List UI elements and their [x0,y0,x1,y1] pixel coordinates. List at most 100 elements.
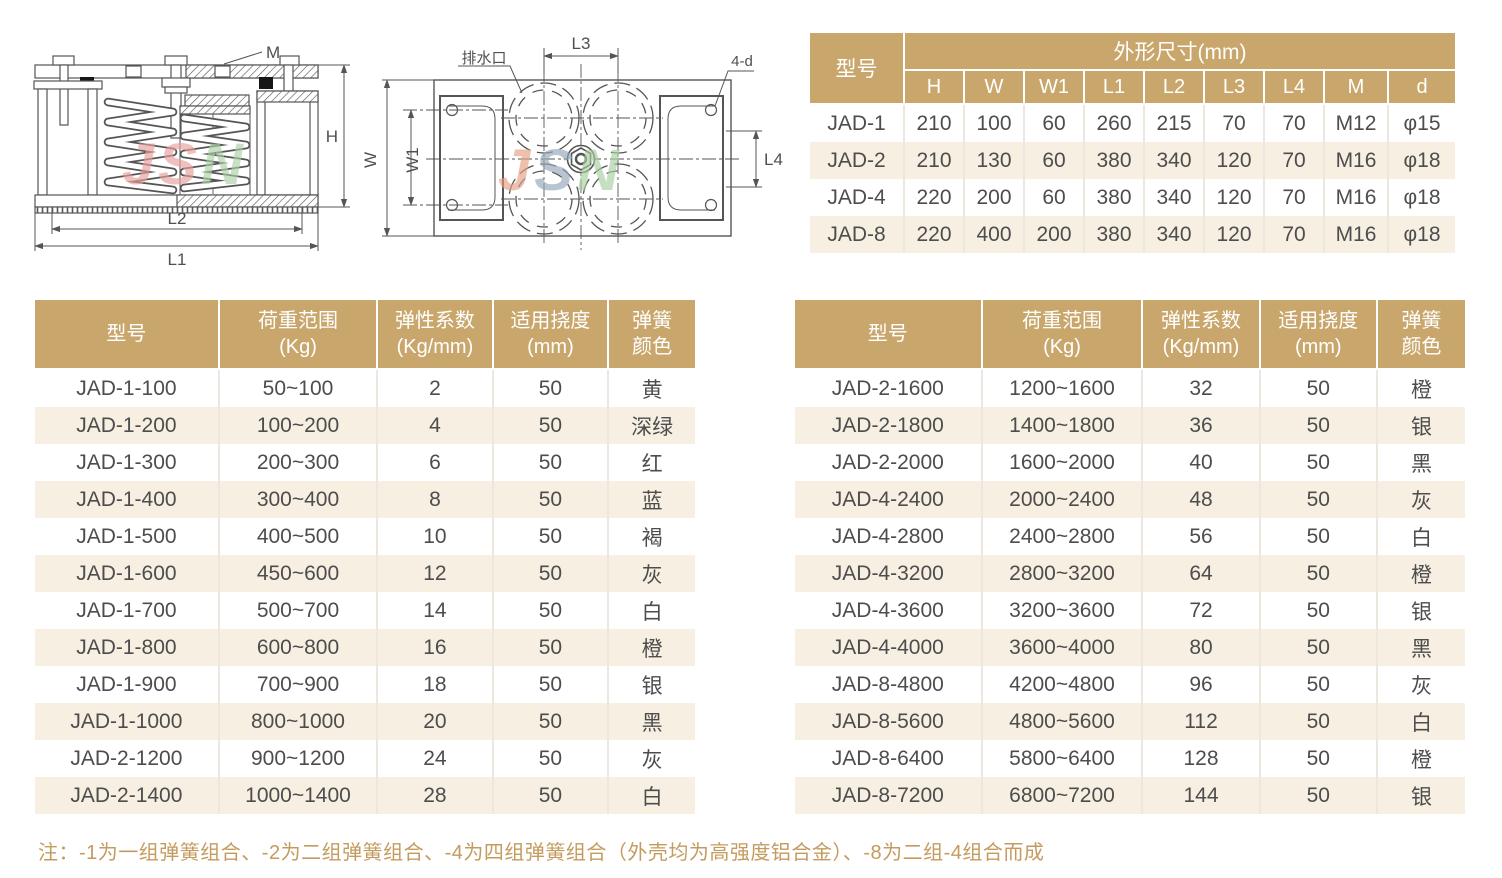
spec-model-cell: JAD-1-700 [35,592,220,629]
spec-k-cell: 24 [378,740,494,777]
spec-load-cell: 1400~1800 [982,407,1144,444]
model-cell: JAD-8 [810,216,905,253]
dim-col-header: L1 [1085,71,1145,105]
spec-load-cell: 2800~3200 [982,555,1144,592]
spec-defl-cell: 50 [1260,370,1378,407]
dim-value-cell: 100 [965,105,1025,142]
table-row: JAD-4-3200 2800~3200 64 50 橙 [795,555,1465,592]
col-header-load-range: 荷重范围 (Kg) [982,300,1144,370]
label-w: W [361,152,380,168]
watermark-logo: JSN [122,132,244,197]
dim-value-cell: 70 [1265,179,1325,216]
spec-k-cell: 128 [1143,740,1261,777]
dim-value-cell: 210 [905,105,965,142]
spec-load-cell: 1000~1400 [219,777,379,814]
col-header-spring-color: 弹簧 颜色 [609,300,695,370]
spec-model-cell: JAD-1-1000 [35,703,220,740]
coil-springs [103,97,251,195]
table-row: JAD-1-700 500~700 14 50 白 [35,592,695,629]
spec-k-cell: 36 [1143,407,1261,444]
table-row: JAD-1-200 100~200 4 50 深绿 [35,407,695,444]
table-row: JAD-1-100 50~100 2 50 黄 [35,370,695,407]
model-cell: JAD-1 [810,105,905,142]
spec-color-cell: 蓝 [609,481,695,518]
spec-model-cell: JAD-8-7200 [795,777,983,814]
spec-color-cell: 黑 [1377,444,1465,481]
table-row: JAD-1-300 200~300 6 50 红 [35,444,695,481]
spec-defl-cell: 50 [1260,518,1378,555]
col-header-spring-rate: 弹性系数 (Kg/mm) [1143,300,1261,370]
dim-value-cell: 200 [965,179,1025,216]
table-row: JAD-1-800 600~800 16 50 橙 [35,629,695,666]
dim-value-cell: 60 [1025,179,1085,216]
table-row: JAD-1-1000 800~1000 20 50 黑 [35,703,695,740]
spec-model-cell: JAD-2-1600 [795,370,983,407]
label-l3: L3 [572,34,591,53]
spec-k-cell: 112 [1143,703,1261,740]
spec-load-cell: 1600~2000 [982,444,1144,481]
spec-color-cell: 白 [1377,518,1465,555]
col-header-deflection: 适用挠度 (mm) [493,300,610,370]
spec-color-cell: 橙 [1377,555,1465,592]
spec-defl-cell: 50 [1260,592,1378,629]
spec-color-cell: 橙 [1377,740,1465,777]
table-row: JAD-2 210 130 60 380 340 120 70 M16 φ18 [810,142,1456,179]
spec-color-cell: 银 [1377,407,1465,444]
spec-load-cell: 2400~2800 [982,518,1144,555]
spec-k-cell: 16 [378,629,494,666]
spec-defl-cell: 50 [1260,407,1378,444]
spec-model-cell: JAD-4-3600 [795,592,983,629]
spec-defl-cell: 50 [1260,740,1378,777]
spec-defl-cell: 50 [1260,666,1378,703]
isolator-section [33,55,319,214]
table-row: JAD-4-2800 2400~2800 56 50 白 [795,518,1465,555]
spec-load-cell: 4800~5600 [982,703,1144,740]
spec-defl-cell: 50 [493,703,610,740]
label-l1: L1 [168,250,187,269]
dim-value-cell: 400 [965,216,1025,253]
dim-value-cell: 120 [1205,142,1265,179]
spec-load-cell: 500~700 [219,592,379,629]
dim-col-header: d [1389,71,1456,105]
spec-color-cell: 白 [609,592,695,629]
dim-col-header: W [965,71,1025,105]
dim-value-cell: 120 [1205,179,1265,216]
dim-value-cell: φ18 [1389,216,1456,253]
spec-table-left: 型号 荷重范围 (Kg) 弹性系数 (Kg/mm) 适用挠度 (mm) 弹簧 颜色 JA… [35,300,695,814]
table-row: JAD-8-7200 6800~7200 144 50 银 [795,777,1465,814]
spec-load-cell: 1200~1600 [982,370,1144,407]
table-row: JAD-1 210 100 60 260 215 70 70 M12 φ15 [810,105,1456,142]
spec-load-cell: 3200~3600 [982,592,1144,629]
dim-value-cell: M16 [1325,216,1389,253]
spec-defl-cell: 50 [1260,629,1378,666]
table-row: JAD-8-6400 5800~6400 128 50 橙 [795,740,1465,777]
dim-value-cell: 70 [1265,142,1325,179]
spec-defl-cell: 50 [493,370,610,407]
spec-k-cell: 10 [378,518,494,555]
spec-k-cell: 18 [378,666,494,703]
col-header-deflection: 适用挠度 (mm) [1260,300,1378,370]
dim-value-cell: 200 [1025,216,1085,253]
spec-load-cell: 900~1200 [219,740,379,777]
spec-defl-cell: 50 [493,518,610,555]
spec-defl-cell: 50 [1260,703,1378,740]
table-row: JAD-4-4000 3600~4000 80 50 黑 [795,629,1465,666]
spec-color-cell: 白 [609,777,695,814]
dimension-lines [34,51,350,251]
spec-k-cell: 72 [1143,592,1261,629]
spec-load-cell: 100~200 [219,407,379,444]
dim-value-cell: M12 [1325,105,1389,142]
dim-value-cell: M16 [1325,142,1389,179]
spec-color-cell: 橙 [609,629,695,666]
center-bolt [566,144,596,174]
spec-load-cell: 800~1000 [219,703,379,740]
spec-k-cell: 2 [378,370,494,407]
table-row: JAD-4-2400 2000~2400 48 50 灰 [795,481,1465,518]
spec-model-cell: JAD-4-4000 [795,629,983,666]
spec-k-cell: 14 [378,592,494,629]
spec-load-cell: 450~600 [219,555,379,592]
dim-value-cell: 215 [1145,105,1205,142]
spec-k-cell: 4 [378,407,494,444]
side-view-drawing: M H L2 L1 JSN [33,43,350,269]
spec-k-cell: 40 [1143,444,1261,481]
